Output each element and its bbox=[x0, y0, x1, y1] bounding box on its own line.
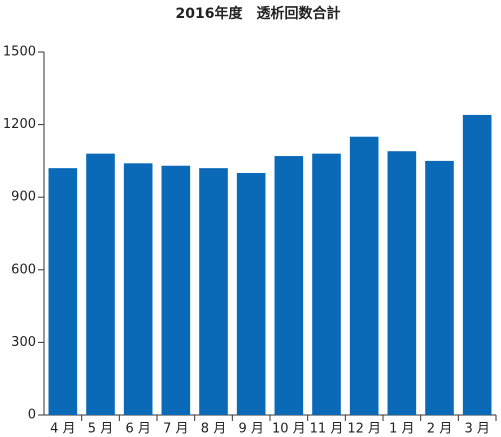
bar bbox=[161, 165, 191, 415]
x-tick-label: 8 月 bbox=[201, 422, 226, 437]
y-tick-label: 300 bbox=[11, 335, 36, 350]
y-tick-label: 1200 bbox=[3, 117, 36, 132]
bar bbox=[312, 153, 341, 415]
x-tick-label: 5 月 bbox=[88, 422, 113, 437]
bar bbox=[387, 151, 417, 415]
x-tick-label: 10 月 bbox=[272, 422, 306, 437]
x-tick-label: 11 月 bbox=[310, 422, 344, 437]
x-tick-label: 12 月 bbox=[347, 422, 381, 437]
x-tick-label: 3 月 bbox=[464, 422, 489, 437]
x-tick-label: 9 月 bbox=[238, 422, 263, 437]
x-tick-label: 4 月 bbox=[50, 422, 75, 437]
y-tick-label: 900 bbox=[11, 190, 36, 205]
bar bbox=[123, 163, 153, 415]
y-tick-label: 1500 bbox=[3, 45, 36, 60]
chart-title: 2016年度 透析回数合計 bbox=[176, 5, 341, 22]
bar bbox=[274, 156, 304, 415]
x-tick-label: 2 月 bbox=[427, 422, 452, 437]
x-tick-label: 6 月 bbox=[125, 422, 150, 437]
bar bbox=[462, 114, 492, 416]
y-tick-label: 600 bbox=[11, 262, 36, 277]
bar bbox=[425, 160, 454, 415]
bar bbox=[349, 136, 379, 415]
x-tick-label: 7 月 bbox=[163, 422, 188, 437]
y-tick-label: 0 bbox=[28, 408, 36, 423]
x-tick-label: 1 月 bbox=[389, 422, 414, 437]
bar bbox=[86, 153, 115, 415]
bar bbox=[48, 168, 78, 415]
bar bbox=[199, 168, 228, 415]
bar bbox=[236, 173, 266, 415]
